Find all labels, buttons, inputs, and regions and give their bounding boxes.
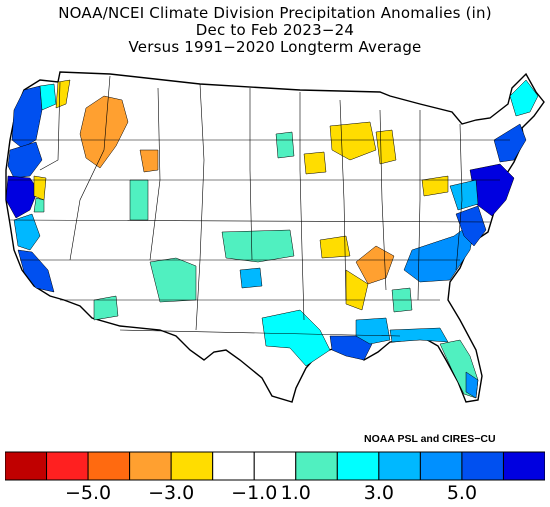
legend-tick-label: 1.0 [280,482,311,504]
legend-tick-label: −5.0 [64,482,112,504]
region-carolinas [455,205,487,247]
map-title-line1: NOAA/NCEI Climate Division Precipitation… [58,4,492,22]
region-iowa-dry [303,151,327,175]
region-new-mexico [149,257,197,303]
map-title-line3: Versus 1991−2020 Longterm Average [128,38,422,56]
legend-swatch [253,451,297,481]
legend-swatch [461,451,504,481]
region-northern-california-coast [5,175,39,219]
region-southeast-wet [403,219,477,283]
legend-swatch [378,451,421,481]
legend-swatch [170,451,214,481]
region-kansas-oklahoma [221,229,295,263]
legend-swatch [129,451,172,481]
legend-swatch [5,451,48,481]
region-arizona-south [93,295,119,321]
legend-swatch [212,451,255,481]
region-new-england [493,123,527,163]
legend-tick-label: 3.0 [363,482,394,504]
region-oregon-interior [33,197,45,213]
region-texas-east [261,309,331,367]
legend-tick-label: −3.0 [148,482,195,504]
region-ohio-valley [421,175,449,197]
region-colorado-north [129,179,149,221]
region-florida-south [465,371,479,399]
region-central-california [13,213,41,251]
region-pacific-northwest-coast [11,85,43,149]
region-wyoming-west [139,149,159,173]
map-title-line2: Dec to Feb 2023−24 [195,21,355,39]
legend-tick-label: −1.0 [231,482,278,504]
data-credit: NOAA PSL and CIRES−CU [364,433,496,445]
region-southeast-coast [389,327,449,343]
legend-swatch [46,451,89,481]
region-southern-california-coast [17,249,55,293]
legend-swatch [502,451,545,481]
region-appalachia [449,179,479,211]
legend-swatch [336,451,380,481]
legend-swatch [419,451,463,481]
region-oklahoma-south [239,267,263,289]
region-oregon-coast [7,141,43,179]
region-nevada-east [33,175,47,201]
legend-colorbar [5,451,545,481]
us-precipitation-map [5,71,545,403]
region-louisiana-mississippi [355,317,391,345]
legend-swatch [87,451,131,481]
region-washington-interior [39,83,57,111]
division-boundaries [8,75,510,337]
legend-swatch [295,451,338,481]
legend-tick-label: 5.0 [446,482,478,504]
region-maine [509,79,539,117]
region-minnesota-east [275,131,295,159]
region-idaho-montana-dry [79,95,129,169]
region-missouri-dry [319,235,351,259]
